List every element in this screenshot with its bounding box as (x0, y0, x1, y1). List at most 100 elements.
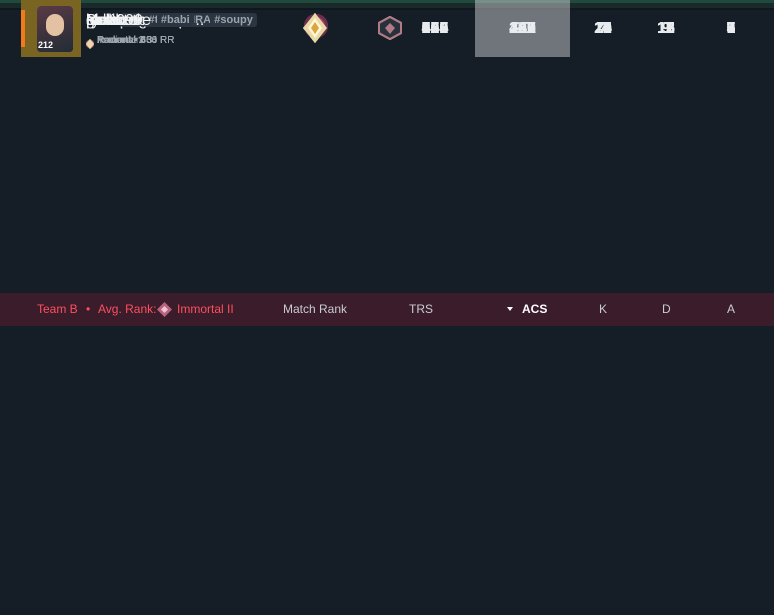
acs-column (475, 0, 570, 57)
rank-text: Immortal 1 (97, 35, 145, 46)
stat-k: 12 (594, 20, 612, 37)
level: 212 (38, 40, 54, 50)
stat-k: 14 (594, 20, 612, 37)
party-accent (21, 10, 25, 47)
stat-acs: 166 (509, 20, 536, 37)
rank-text: Immortal 1 (97, 35, 145, 46)
stat-trs: 903 (421, 20, 449, 37)
team-b-header: Team B • Avg. Rank: Immortal II Match Ra… (0, 293, 774, 326)
rank-text: Radiant • 300 RR (97, 35, 175, 46)
stat-d: 13 (657, 20, 675, 37)
stat-k: 15 (594, 20, 612, 37)
rank-text: Immortal 1 (97, 35, 145, 46)
stat-k: 11 (594, 20, 612, 37)
stat-d: 15 (657, 20, 675, 37)
stat-k: 15 (594, 20, 612, 37)
team-label: Team B (37, 302, 78, 316)
column-header: ACS (522, 302, 548, 316)
stat-d: 15 (657, 20, 675, 37)
avg-rank-icon (157, 302, 172, 317)
rank-text: Radiant • 553 RR (97, 35, 175, 46)
stat-acs: 242 (509, 20, 536, 37)
stat-a: 3 (726, 20, 736, 37)
acs-column (475, 0, 570, 57)
player-name: salvatore #babi (86, 12, 194, 30)
acs-column (475, 0, 570, 57)
stat-trs: 569 (421, 20, 449, 37)
name-text: ovo cru (86, 12, 139, 29)
rank-text: Ascendant 3 (97, 35, 153, 46)
match-rank-icon (302, 12, 328, 49)
stat-acs: 182 (509, 20, 536, 37)
stat-a: 0 (726, 20, 736, 37)
stat-acs: 197 (509, 20, 536, 37)
column-header: K (599, 302, 608, 316)
stat-d: 9 (661, 20, 671, 37)
acs-column (475, 0, 570, 57)
stat-acs: 232 (509, 20, 536, 37)
acs-column (475, 0, 570, 57)
stat-k: 29 (594, 20, 612, 37)
stat-acs: 441 (509, 20, 536, 37)
avatar (37, 6, 73, 52)
stat-a: 3 (726, 20, 736, 37)
acs-column (475, 0, 570, 57)
stat-trs: 746 (421, 20, 449, 37)
stat-d: 11 (657, 20, 675, 37)
column-header: A (727, 302, 736, 316)
name-text: salvatore (86, 12, 151, 29)
stat-trs: 226 (421, 20, 449, 37)
stat-acs: 90 (513, 20, 532, 37)
rank-mini-icon (86, 36, 94, 54)
stat-a: 7 (726, 20, 736, 37)
acs-column (475, 0, 570, 57)
avg-rank: Immortal II (177, 302, 234, 316)
stat-d: 15 (657, 20, 675, 37)
stat-a: 5 (726, 20, 736, 37)
column-header: D (662, 302, 671, 316)
stat-k: 7 (598, 20, 608, 37)
stat-k: 4 (598, 20, 608, 37)
stat-acs: 166 (509, 20, 536, 37)
rank-text: Radiant • 466 RR (97, 35, 175, 46)
stat-trs: 443 (421, 20, 449, 37)
stat-acs: 129 (509, 20, 536, 37)
acs-column (475, 0, 570, 57)
tag: #babi (156, 13, 194, 27)
stat-trs: 356 (421, 20, 449, 37)
stat-a: 8 (726, 20, 736, 37)
stat-a: 1 (726, 20, 736, 37)
stat-trs: 100 (421, 20, 449, 37)
separator: • (86, 302, 91, 316)
tag: #soupy (210, 13, 257, 27)
rank-text: Immortal 2 (97, 35, 145, 46)
avg-rank-label: Avg. Rank: (98, 302, 157, 316)
acs-column (475, 0, 570, 57)
avatar-face (46, 14, 64, 36)
stat-trs: 654 (421, 20, 449, 37)
stat-k: 10 (594, 20, 612, 37)
player-row: 212 salvatore #babi Radiant • 300 RR 100 129 7… (0, 0, 774, 57)
name-text: Nuia (86, 12, 119, 29)
stat-d: 13 (657, 20, 675, 37)
stat-d: 9 (661, 20, 671, 37)
stat-d: 16 (657, 20, 675, 37)
stat-d: 12 (657, 20, 675, 37)
name-text: maliketh (86, 12, 146, 29)
trs-icon (378, 15, 402, 45)
stat-a: 1 (726, 20, 736, 37)
stat-a: 5 (726, 20, 736, 37)
stat-acs: 260 (509, 20, 536, 37)
stat-trs: 427 (421, 20, 449, 37)
stat-a: 7 (726, 20, 736, 37)
column-header: Match Rank (283, 302, 348, 316)
column-header: TRS (409, 302, 433, 316)
rank-text: Immortal 2 (97, 35, 145, 46)
stat-k: 11 (594, 20, 612, 37)
acs-column (475, 0, 570, 57)
sort-caret (507, 307, 513, 311)
name-text: ryoz999 (86, 12, 143, 29)
name-text: Bolt (86, 12, 114, 29)
